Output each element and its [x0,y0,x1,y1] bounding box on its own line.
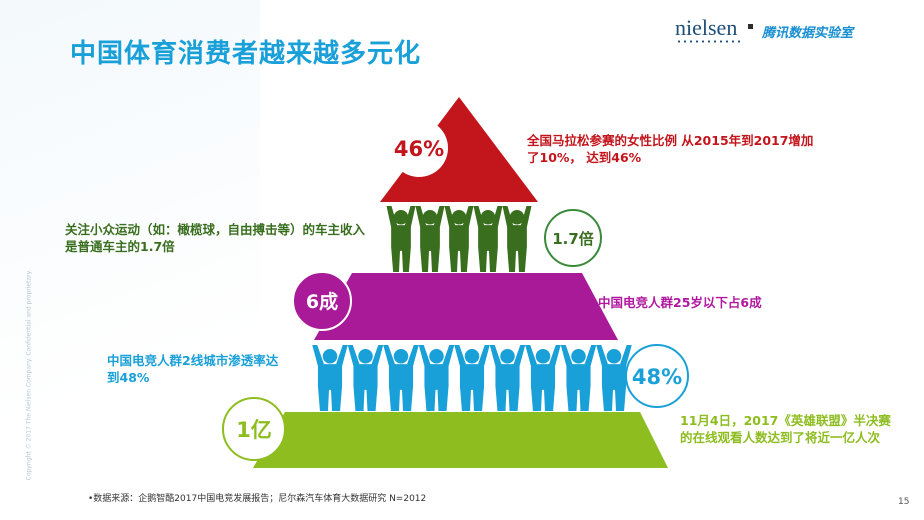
logo-separator [748,24,753,29]
person-figure [418,345,455,411]
nielsen-logo-dots [676,40,742,43]
people-row1-description: 关注小众运动（如：橄榄球，自由搏击等）的车主收入是普通车主的1.7倍 [65,222,366,254]
top-value: 46% [394,137,444,161]
person-figure [454,345,490,411]
base-description: 11月4日，2017《英雄联盟》半决赛的在线观看人数达到了将近一亿人次 [680,413,891,445]
person-figure [560,345,597,411]
person-figure [525,345,561,411]
person-figure [444,206,474,272]
page-title: 中国体育消费者越来越多元化 [70,39,422,69]
tier2-value: 6成 [306,290,338,313]
people-row-dark-green [386,206,532,272]
pyramid-tier2-trapezoid [314,273,618,340]
base-value: 1亿 [236,418,272,442]
person-figure [386,206,416,272]
base-value-circle [222,397,286,461]
people-row2-description: 中国电竞人群2线城市渗透率达到48% [107,353,279,385]
person-figure [596,345,632,411]
person-figure [347,345,384,411]
person-figure [415,206,445,272]
people-row2-value: 48% [632,365,682,389]
background-decoration [0,0,260,520]
person-figure [312,345,348,411]
person-figure [489,345,526,411]
data-source-note: •数据来源：企鹅智酷2017中国电竞发展报告；尼尔森汽车体育大数据研究 N=20… [88,494,427,504]
pyramid-base-trapezoid [253,412,668,468]
page-number: 15 [898,497,910,507]
person-figure [383,345,419,411]
tier2-description: 中国电竞人群25岁以下占6成 [598,295,762,310]
top-description: 全国马拉松参赛的女性比例 从2015年到2017增加了10%， 达到46% [527,133,814,165]
people-row1-value-circle [544,209,602,267]
people-row2-value-circle [625,344,689,408]
tier2-value-circle [292,271,352,331]
person-figure [473,206,503,272]
people-row-blue [312,345,632,411]
person-figure [502,206,532,272]
top-value-circle [390,119,448,177]
people-row1-value: 1.7倍 [552,230,594,248]
tencent-data-lab-logo: 腾讯数据实验室 [762,26,854,41]
nielsen-logo: nielsen [675,15,738,40]
